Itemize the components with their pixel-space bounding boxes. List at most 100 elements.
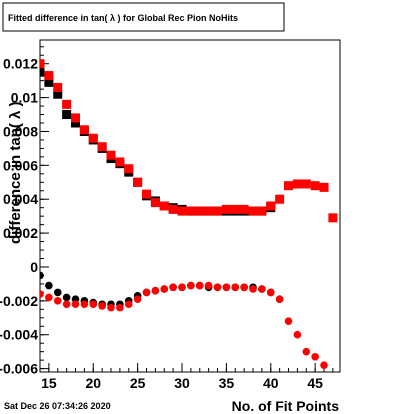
y-tick-label: -0.006 [0,361,38,377]
data-point-circle [53,297,62,305]
y-tick-label: 0.008 [3,123,38,139]
data-point-square [40,59,45,69]
y-tick-label: 0.002 [3,225,38,241]
chart-title: Fitted difference in tan( λ ) for Global… [8,13,238,23]
data-point-circle [204,281,213,290]
data-point-circle [133,295,142,303]
data-point-circle [124,300,133,309]
data-point-circle [45,293,53,302]
data-point-square [79,125,89,135]
y-tick-label: 0 [30,259,38,275]
data-point-circle [320,361,328,370]
data-point-circle [266,288,275,297]
data-point-square [142,189,152,199]
data-point-circle [40,271,44,280]
x-tick-label: 30 [174,375,190,391]
x-tick-label: 45 [307,375,323,391]
y-tick-label: 0.004 [3,191,38,207]
data-point-circle [178,283,186,292]
data-point-square [150,198,160,208]
plot-frame [39,39,341,373]
x-tick-label: 40 [263,375,279,391]
data-point-square [195,206,205,216]
x-axis-ticks: 15 20 25 30 35 40 45 [39,363,334,391]
data-point-square [292,179,302,189]
data-point-square [301,179,311,189]
data-point-square [248,206,258,216]
data-point-square [97,142,107,152]
data-point-square [186,206,196,216]
y-axis-ticks: -0.006 -0.004 -0.002 0 0.002 0.004 0.006 0.008 0… [0,46,49,377]
y-tick-label: -0.004 [0,327,38,343]
data-point-circle [62,293,71,302]
data-point-circle [311,352,319,361]
data-point-circle [231,283,240,292]
y-tick-label: 0.006 [3,157,38,173]
x-tick-label: 15 [41,375,57,391]
data-point-square [133,177,143,187]
chart-title-box: Fitted difference in tan( λ ) for Global… [2,2,285,32]
data-point-circle [187,281,195,290]
data-point-circle [258,285,266,293]
data-point-circle [275,295,284,303]
data-point-square [230,204,240,214]
data-point-circle [45,281,53,290]
data-point-circle [89,300,98,309]
data-point-square [71,118,81,128]
data-point-square [40,67,45,77]
data-point-square [257,206,267,216]
data-point-circle [80,300,89,309]
x-tick-label: 35 [219,375,235,391]
data-point-circle [249,285,257,293]
timestamp: Sat Dec 26 07:34:26 2020 [4,401,111,411]
data-point-square [284,181,294,191]
data-point-square [239,204,249,214]
data-point-square [159,201,169,211]
x-axis-label: No. of Fit Points [232,398,340,414]
data-point-square [88,133,98,143]
data-point-circle [151,286,160,295]
data-point-square [310,181,320,191]
data-point-circle [62,300,71,309]
x-tick-label: 25 [130,375,146,391]
data-point-square [124,164,134,174]
data-point-circle [142,288,151,297]
data-point-circle [160,285,169,293]
data-point-square [213,206,223,216]
data-point-square [53,89,63,99]
data-point-square [44,71,54,81]
x-tick-label: 20 [85,375,101,391]
y-tick-label: -0.002 [0,293,38,309]
data-point-square [71,113,81,123]
data-point-square [115,157,125,167]
data-point-circle [195,281,204,290]
data-point-square [319,182,329,192]
data-point-square [62,110,72,120]
data-point-square [53,82,63,92]
data-point-square [221,204,231,214]
data-point-circle [71,300,80,309]
data-point-circle [293,330,302,339]
data-point-circle [116,303,124,312]
data-point-square [62,99,72,109]
data-point-circle [302,347,311,356]
data-point-square [328,213,338,223]
y-tick-label: 0.01 [11,90,38,106]
data-point-circle [213,283,222,292]
data-markers [40,59,338,370]
data-point-circle [98,302,106,310]
data-point-square [204,206,214,216]
data-point-circle [40,290,44,298]
data-point-square [168,204,178,214]
data-point-square [266,201,276,211]
data-point-square [177,206,187,216]
data-point-circle [284,317,293,325]
data-point-square [275,194,285,204]
y-axis-label: difference in tan( λ ) [7,101,24,244]
data-point-square [44,77,54,87]
data-point-circle [169,283,177,292]
data-point-circle [53,288,62,297]
data-point-circle [107,303,115,312]
data-point-square [106,150,116,160]
